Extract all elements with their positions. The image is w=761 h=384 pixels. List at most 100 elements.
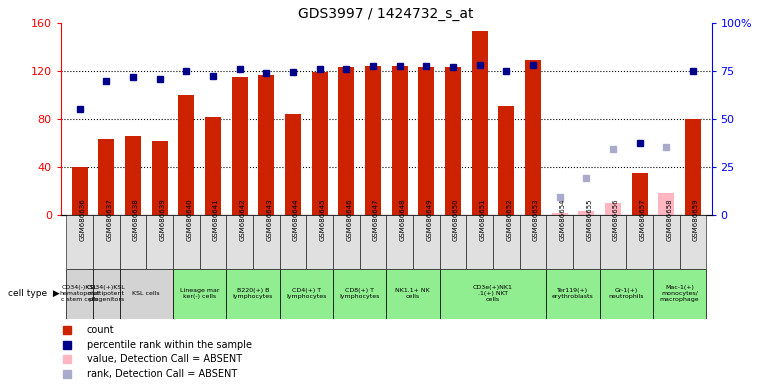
Bar [413,215,440,269]
Text: GSM686652: GSM686652 [506,198,512,241]
Bar [173,215,199,269]
Bar [98,139,114,215]
Bar [658,194,674,215]
Text: GSM686657: GSM686657 [639,198,645,241]
Text: cell type  ▶: cell type ▶ [8,289,59,298]
Bar [573,215,600,269]
Text: GSM686658: GSM686658 [666,198,672,241]
Text: rank, Detection Call = ABSENT: rank, Detection Call = ABSENT [87,369,237,379]
Bar [146,215,173,269]
Text: CD34(-)KSL
hematopoiet
c stem cells: CD34(-)KSL hematopoiet c stem cells [59,285,100,302]
Bar [178,95,194,215]
Text: GSM686640: GSM686640 [186,198,193,241]
Bar [680,215,706,269]
Text: GSM686645: GSM686645 [320,198,326,241]
Text: CD8(+) T
lymphocytes: CD8(+) T lymphocytes [339,288,380,299]
Text: GSM686649: GSM686649 [426,198,432,241]
Bar [338,68,354,215]
Bar [653,215,680,269]
Bar [653,269,706,319]
Text: KSL cells: KSL cells [132,291,160,296]
Text: Mac-1(+)
monocytes/
macrophage: Mac-1(+) monocytes/ macrophage [660,285,699,302]
Text: GSM686659: GSM686659 [693,198,699,241]
Text: GSM686648: GSM686648 [400,198,406,241]
Bar [600,269,653,319]
Bar [93,215,119,269]
Bar [231,77,247,215]
Bar [498,106,514,215]
Text: Ter119(+)
erythroblasts: Ter119(+) erythroblasts [552,288,594,299]
Bar [173,269,226,319]
Text: GSM686643: GSM686643 [266,198,272,241]
Bar [365,66,380,215]
Text: GSM686647: GSM686647 [373,198,379,241]
Bar [66,215,93,269]
Bar [226,269,279,319]
Bar [493,215,520,269]
Bar [226,215,253,269]
Text: GSM686639: GSM686639 [160,198,166,241]
Bar [285,114,301,215]
Text: CD4(+) T
lymphocytes: CD4(+) T lymphocytes [286,288,326,299]
Text: GSM686637: GSM686637 [107,198,112,241]
Bar [685,119,701,215]
Bar [119,215,146,269]
Bar [546,215,573,269]
Bar [199,215,226,269]
Bar [306,215,333,269]
Bar [605,203,621,215]
Bar [66,269,93,319]
Text: NK1.1+ NK
cells: NK1.1+ NK cells [396,288,430,299]
Bar [440,269,546,319]
Text: GSM686654: GSM686654 [559,198,565,241]
Text: GSM686646: GSM686646 [346,198,352,241]
Text: percentile rank within the sample: percentile rank within the sample [87,340,252,350]
Bar [600,215,626,269]
Text: B220(+) B
lymphocytes: B220(+) B lymphocytes [233,288,273,299]
Bar [520,215,546,269]
Bar [525,60,541,215]
Bar [387,215,413,269]
Bar [253,215,279,269]
Bar [466,215,493,269]
Bar [419,68,435,215]
Text: CD3e(+)NK1
.1(+) NKT
cells: CD3e(+)NK1 .1(+) NKT cells [473,285,513,302]
Bar [359,215,386,269]
Bar [445,68,461,215]
Bar [626,215,653,269]
Text: GSM686642: GSM686642 [240,198,246,241]
Bar [258,74,274,215]
Bar [311,72,327,215]
Bar [440,215,466,269]
Bar [392,66,408,215]
Bar [72,167,88,215]
Text: Lineage mar
ker(-) cells: Lineage mar ker(-) cells [180,288,219,299]
Text: GSM686636: GSM686636 [80,198,85,241]
Text: GSM686655: GSM686655 [586,198,592,241]
Bar [632,173,648,215]
Bar [552,213,568,215]
Bar [125,136,141,215]
Text: GSM686641: GSM686641 [213,198,219,241]
Bar [578,212,594,215]
Text: GSM686653: GSM686653 [533,198,539,241]
Text: count: count [87,326,115,336]
Text: GSM686644: GSM686644 [293,198,299,241]
Text: GSM686656: GSM686656 [613,198,619,241]
Bar [205,117,221,215]
Bar [93,269,119,319]
Bar [151,141,167,215]
Bar [279,215,306,269]
Text: value, Detection Call = ABSENT: value, Detection Call = ABSENT [87,354,242,364]
Bar [472,31,488,215]
Text: Gr-1(+)
neutrophils: Gr-1(+) neutrophils [609,288,644,299]
Bar [333,215,359,269]
Text: GSM686638: GSM686638 [133,198,139,241]
Bar [387,269,440,319]
Bar [119,269,173,319]
Title: GDS3997 / 1424732_s_at: GDS3997 / 1424732_s_at [298,7,474,21]
Bar [279,269,333,319]
Text: GSM686650: GSM686650 [453,198,459,241]
Text: GSM686651: GSM686651 [479,198,486,241]
Bar [333,269,386,319]
